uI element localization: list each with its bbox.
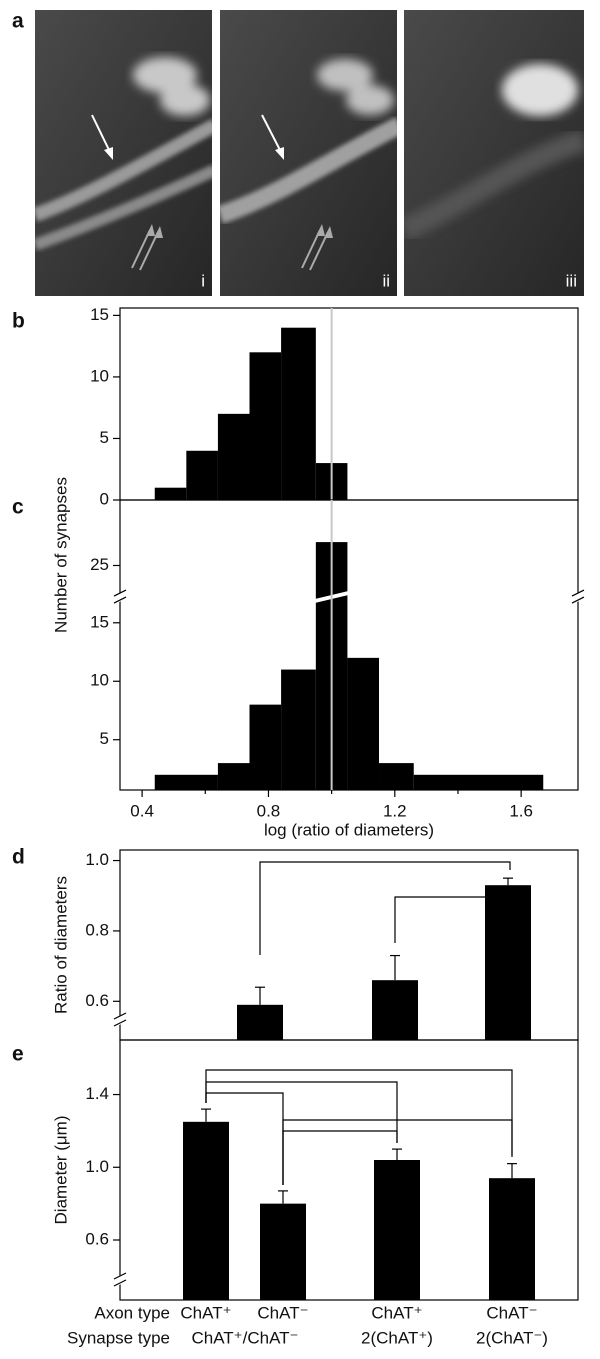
- x-tick-label-secondary: 2(ChAT⁺): [361, 1328, 433, 1347]
- histogram-bar: [379, 763, 414, 790]
- y-tick-label: 1.0: [85, 1157, 109, 1176]
- histogram-bar: [249, 352, 282, 500]
- axis-break-mark: [113, 589, 127, 597]
- x-axis-label: log (ratio of diameters): [264, 820, 434, 839]
- y-tick-label: 5: [100, 729, 109, 748]
- y-tick-label: 25: [90, 555, 109, 574]
- x-tick-label: ChAT⁻: [257, 1303, 308, 1322]
- y-axis-label: Number of synapses: [51, 477, 70, 633]
- axis-break-gap: [569, 590, 587, 605]
- histogram-bar: [186, 450, 218, 500]
- histogram-bar: [217, 413, 250, 500]
- bar: [372, 980, 418, 1040]
- micrograph: [220, 10, 397, 296]
- axis-break-mark: [571, 589, 585, 597]
- histogram-bar: [413, 774, 544, 790]
- x-row-title: Axon type: [94, 1303, 170, 1322]
- y-tick-label: 1.0: [85, 850, 109, 869]
- plot-frame: [119, 1039, 579, 1301]
- panel-label: d: [12, 846, 25, 869]
- bar: [485, 885, 531, 1040]
- bar: [374, 1160, 420, 1300]
- bar: [489, 1178, 535, 1300]
- histogram-bar: [154, 487, 187, 500]
- x-tick-label-secondary: 2(ChAT⁻): [476, 1328, 548, 1347]
- axis-break-mark: [113, 1012, 127, 1020]
- image-label: i: [201, 271, 205, 290]
- x-row-title: Synapse type: [67, 1328, 170, 1347]
- panel-label: b: [12, 310, 25, 333]
- micrograph: [35, 10, 212, 296]
- significance-brackets: [205, 861, 513, 1185]
- y-tick-label: 10: [90, 366, 109, 385]
- axis-break-mark: [113, 1279, 127, 1287]
- y-tick-label: 0.8: [85, 920, 109, 939]
- y-axis-label: Ratio of diameters: [51, 876, 70, 1014]
- axis-break-gap: [111, 1013, 129, 1027]
- x-tick-label-secondary: ChAT⁺/ChAT⁻: [191, 1328, 298, 1347]
- axis-break-mark: [113, 1019, 127, 1027]
- y-tick-label: 15: [90, 612, 109, 631]
- y-axis-label: Diameter (μm): [51, 1116, 70, 1225]
- y-tick-label: 5: [100, 428, 109, 447]
- x-tick-label: 0.8: [257, 801, 281, 820]
- histogram-bar: [154, 774, 218, 790]
- image-label: iii: [566, 271, 577, 290]
- y-tick-label: 0: [100, 489, 109, 508]
- y-tick-label: 1.4: [85, 1084, 109, 1103]
- micrograph: [404, 10, 584, 296]
- axis-break-mark: [113, 596, 127, 604]
- y-tick-label: 0.6: [85, 991, 109, 1010]
- panel-label: a: [12, 10, 24, 33]
- panel-label: c: [12, 496, 24, 519]
- x-tick-label: 0.4: [130, 801, 154, 820]
- bar: [237, 1004, 283, 1040]
- image-label: ii: [382, 271, 390, 290]
- axis-break-gap: [111, 1273, 129, 1287]
- histogram-bar: [347, 657, 380, 790]
- bar: [260, 1203, 306, 1300]
- bar: [183, 1121, 229, 1300]
- x-tick-label: ChAT⁻: [486, 1303, 537, 1322]
- panel-label: e: [12, 1043, 24, 1066]
- x-tick-label: ChAT⁺: [371, 1303, 422, 1322]
- x-tick-label: 1.2: [383, 801, 407, 820]
- histogram-bar: [249, 704, 282, 790]
- x-tick-label: 1.6: [509, 801, 533, 820]
- histogram-bar: [281, 327, 316, 500]
- x-tick-label: ChAT⁺: [180, 1303, 231, 1322]
- axis-break-mark: [571, 596, 585, 604]
- axis-break-mark: [113, 1272, 127, 1280]
- histogram-bar: [217, 763, 250, 790]
- y-tick-label: 10: [90, 671, 109, 690]
- y-tick-label: 0.6: [85, 1229, 109, 1248]
- y-tick-label: 15: [90, 305, 109, 324]
- histogram-bar: [281, 669, 316, 790]
- axis-break-gap: [111, 590, 129, 605]
